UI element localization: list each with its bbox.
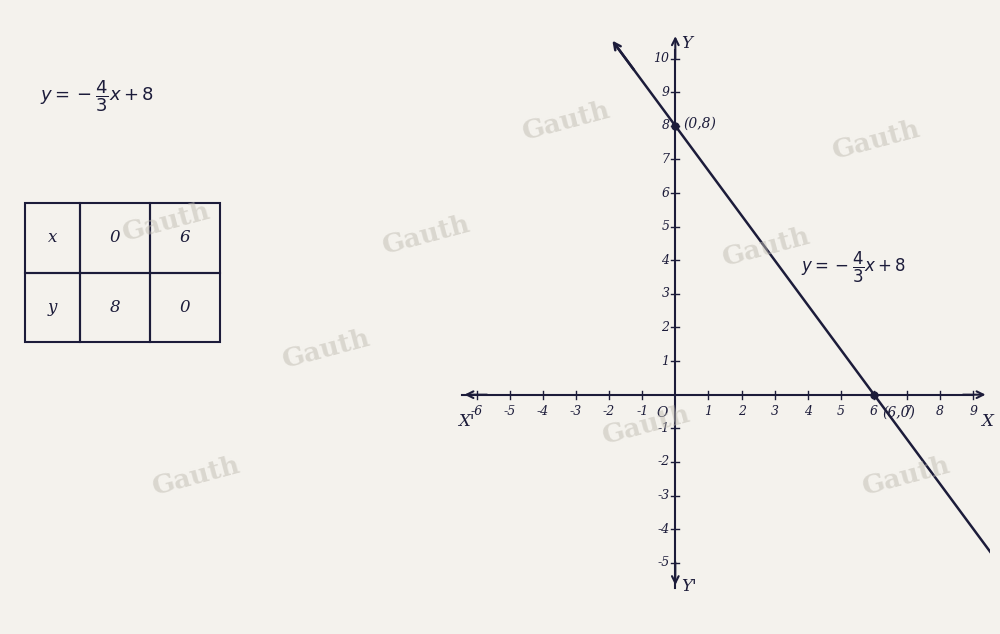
Text: 4: 4: [804, 405, 812, 418]
Text: Y: Y: [681, 35, 692, 52]
Text: -6: -6: [470, 405, 483, 418]
Text: 6: 6: [661, 186, 669, 200]
Text: 1: 1: [704, 405, 712, 418]
Text: (0,8): (0,8): [684, 117, 716, 131]
Text: Gauth: Gauth: [720, 224, 814, 271]
Text: 5: 5: [837, 405, 845, 418]
Text: 6: 6: [180, 230, 190, 246]
Text: (6,0): (6,0): [882, 406, 915, 420]
Text: -5: -5: [657, 556, 669, 569]
Text: -3: -3: [657, 489, 669, 502]
Text: $y = -\dfrac{4}{3}x + 8$: $y = -\dfrac{4}{3}x + 8$: [40, 79, 154, 114]
Text: Y': Y': [681, 578, 697, 595]
Text: y: y: [48, 299, 57, 316]
Text: 0: 0: [180, 299, 190, 316]
Text: 4: 4: [661, 254, 669, 267]
Text: O: O: [657, 406, 668, 420]
Text: Gauth: Gauth: [150, 452, 244, 500]
Text: -5: -5: [504, 405, 516, 418]
Text: 9: 9: [661, 86, 669, 99]
Text: X: X: [981, 413, 993, 430]
Text: Gauth: Gauth: [600, 401, 694, 449]
Text: 2: 2: [738, 405, 746, 418]
Text: 7: 7: [661, 153, 669, 166]
Text: X': X': [458, 413, 475, 430]
Text: -1: -1: [657, 422, 669, 435]
Text: Gauth: Gauth: [520, 97, 614, 145]
Text: 5: 5: [661, 220, 669, 233]
Text: -1: -1: [636, 405, 648, 418]
Text: 8: 8: [936, 405, 944, 418]
Text: Gauth: Gauth: [380, 211, 474, 259]
Text: 9: 9: [969, 405, 977, 418]
Text: 10: 10: [653, 52, 669, 65]
Text: Gauth: Gauth: [830, 116, 924, 164]
Text: 7: 7: [903, 405, 911, 418]
Text: Gauth: Gauth: [860, 452, 954, 500]
Text: -3: -3: [570, 405, 582, 418]
Text: Gauth: Gauth: [280, 325, 374, 373]
Text: -4: -4: [657, 522, 669, 536]
Text: 8: 8: [661, 119, 669, 133]
Text: 3: 3: [771, 405, 779, 418]
Text: $y=-\dfrac{4}{3}x+8$: $y=-\dfrac{4}{3}x+8$: [801, 249, 906, 285]
Text: 8: 8: [110, 299, 120, 316]
Text: -2: -2: [657, 455, 669, 469]
Text: 3: 3: [661, 287, 669, 301]
Text: Gauth: Gauth: [120, 198, 214, 246]
Text: 6: 6: [870, 405, 878, 418]
Text: -2: -2: [603, 405, 615, 418]
Text: -4: -4: [537, 405, 549, 418]
Text: 0: 0: [110, 230, 120, 246]
Text: 2: 2: [661, 321, 669, 334]
Text: 1: 1: [661, 354, 669, 368]
Text: x: x: [48, 230, 57, 246]
